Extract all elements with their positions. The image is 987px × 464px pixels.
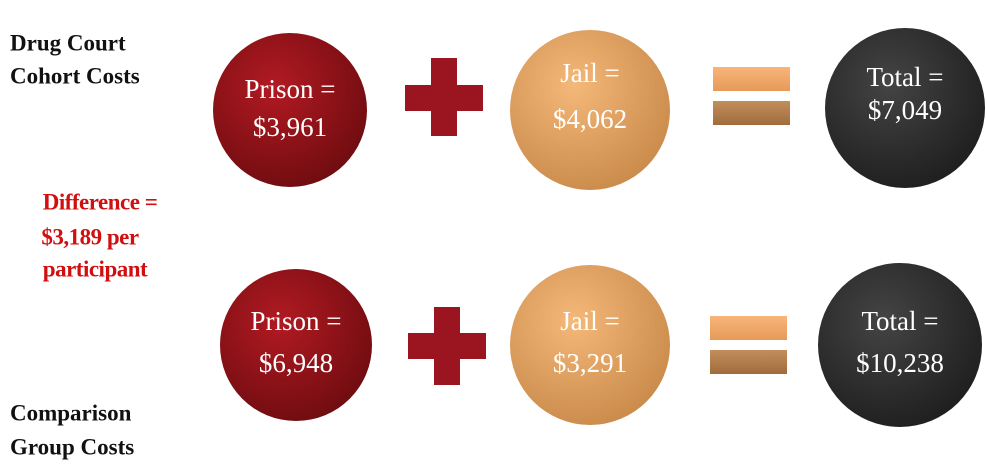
total-amount: $7,049 bbox=[868, 95, 942, 125]
difference-text: participant bbox=[43, 256, 148, 281]
prison-circle bbox=[213, 33, 367, 187]
row-label: Comparison bbox=[10, 400, 132, 425]
row-label: Group Costs bbox=[10, 434, 134, 459]
total-label: Total = bbox=[866, 62, 943, 92]
jail-amount: $3,291 bbox=[553, 348, 627, 378]
row-label: Drug Court bbox=[10, 30, 126, 55]
jail-amount: $4,062 bbox=[553, 104, 627, 134]
prison-label: Prison = bbox=[251, 306, 342, 336]
prison-circle bbox=[220, 269, 372, 421]
jail-circle bbox=[510, 265, 670, 425]
equals-sign bbox=[710, 316, 787, 374]
prison-amount: $6,948 bbox=[259, 348, 333, 378]
total-amount: $10,238 bbox=[856, 348, 944, 378]
total-circle bbox=[825, 28, 985, 188]
total-circle bbox=[818, 263, 982, 427]
plus-sign bbox=[405, 58, 483, 136]
difference-text: $3,189 per bbox=[41, 224, 139, 249]
difference-text: Difference = bbox=[43, 189, 158, 214]
total-label: Total = bbox=[861, 306, 938, 336]
jail-circle bbox=[510, 30, 670, 190]
row-label: Cohort Costs bbox=[10, 63, 140, 88]
plus-sign bbox=[408, 307, 486, 385]
jail-label: Jail = bbox=[560, 306, 619, 336]
prison-label: Prison = bbox=[245, 74, 336, 104]
prison-amount: $3,961 bbox=[253, 112, 327, 142]
equals-sign bbox=[713, 67, 790, 125]
jail-label: Jail = bbox=[560, 58, 619, 88]
